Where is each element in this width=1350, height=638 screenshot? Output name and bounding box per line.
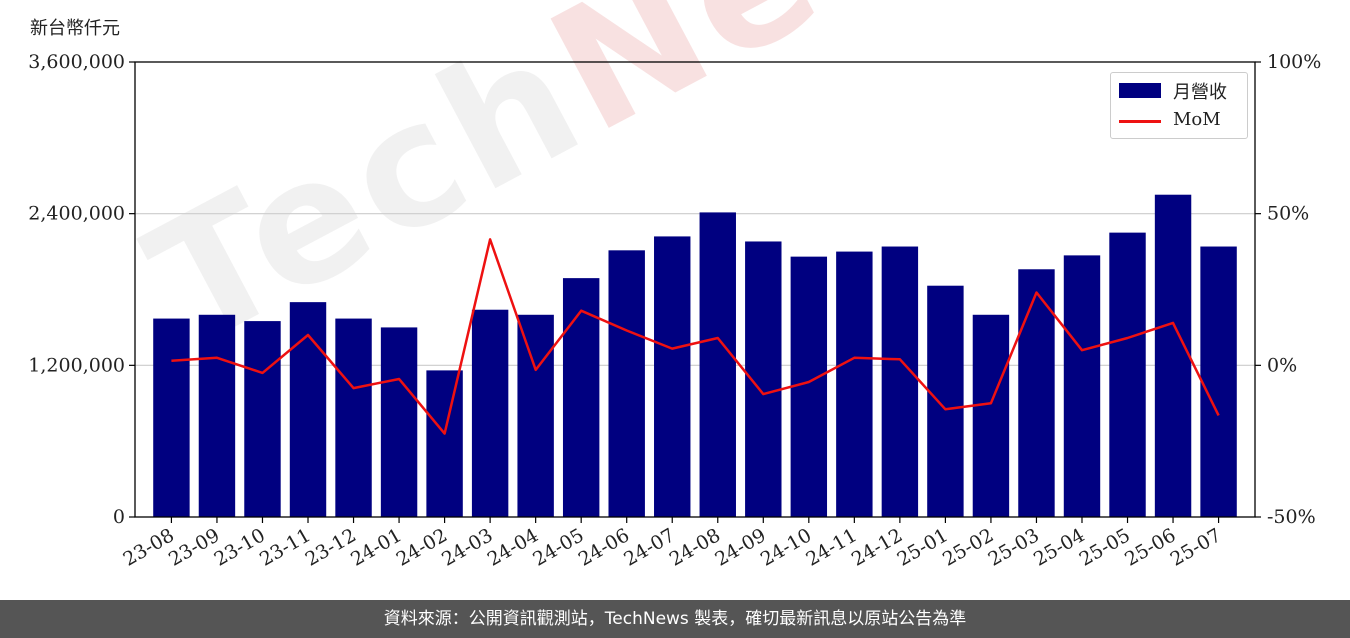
chart-legend: 月營收 MoM [1110,72,1248,139]
plot-frame [134,61,1256,518]
revenue-bar [1154,194,1192,518]
y-left-tick-label: 1,200,000 [28,354,125,376]
x-tick-label: 24-12 [848,524,906,570]
x-tick-label: 25-01 [893,524,951,570]
x-tick-label: 23-11 [256,524,314,570]
x-tick-label: 24-03 [438,524,496,570]
revenue-bar [198,314,236,517]
x-tick-label: 25-04 [1030,524,1088,570]
revenue-bar [517,314,554,517]
x-tick-label: 24-07 [620,524,678,570]
y-left-tick-label: 3,600,000 [28,51,125,73]
x-tick-label: 24-04 [484,524,542,570]
y-left-tick-label: 0 [113,506,125,528]
legend-swatch-line [1119,120,1161,123]
revenue-bar [380,327,418,517]
x-tick-label: 23-12 [302,524,360,570]
revenue-bar [927,285,964,517]
x-tick-label: 23-08 [119,524,177,570]
revenue-bar [335,318,372,517]
revenue-bar [1063,255,1101,517]
revenue-bar [471,309,509,517]
revenue-bar [1109,232,1146,517]
x-tick-label: 23-09 [165,524,223,570]
x-tick-label: 25-05 [1076,524,1134,570]
revenue-bar [1018,269,1055,517]
chart-area: TechNews 01,200,0002,400,0003,600,000-50… [28,0,1321,571]
legend-label-revenue: 月營收 [1173,82,1227,103]
x-tick-label: 25-03 [985,524,1043,570]
revenue-bar [608,250,645,517]
x-tick-label: 25-07 [1167,524,1225,570]
revenue-bar [972,314,1010,517]
x-tick-label: 25-06 [1121,524,1179,570]
y-left-tick-label: 2,400,000 [28,203,125,225]
x-tick-label: 24-09 [711,524,769,570]
y-right-tick-label: 100% [1267,51,1321,73]
legend-label-mom: MoM [1173,109,1221,130]
revenue-bar [244,321,281,517]
x-tick-label: 24-05 [529,524,587,570]
x-tick-label: 24-02 [393,524,451,570]
x-tick-label: 23-10 [211,524,269,570]
y-right-tick-label: 0% [1267,354,1297,376]
revenue-bar [1200,246,1237,517]
revenue-bar [562,278,600,517]
y-axis-unit-label: 新台幣仟元 [30,18,120,39]
y-right-tick-label: 50% [1267,203,1309,225]
revenue-bar [654,236,691,517]
x-tick-label: 24-06 [575,524,633,570]
revenue-bar [881,246,919,517]
x-tick-label: 24-10 [757,524,815,570]
mom-line [171,238,1220,435]
revenue-bar [699,212,736,517]
x-tick-label: 24-08 [666,524,724,570]
revenue-chart: 0 1,200,000 2,400,000 3,600,000 -50% 0% 50% 100… [28,51,1321,571]
x-tick-label: 24-01 [347,524,405,570]
revenue-bar [836,251,873,518]
legend-item-mom: MoM [1111,106,1247,136]
footer-source-note: 資料來源：公開資訊觀測站，TechNews 製表，確切最新訊息以原站公告為準 [0,600,1350,638]
revenue-bar [790,256,828,517]
revenue-bar [426,370,463,517]
legend-swatch-bar [1119,83,1161,98]
y-right-tick-label: -50% [1267,506,1316,528]
x-tick-label: 25-02 [939,524,997,570]
legend-item-revenue: 月營收 [1111,75,1247,105]
revenue-bar [153,318,190,517]
revenue-bar [289,302,327,517]
x-tick-label: 24-11 [802,524,860,570]
